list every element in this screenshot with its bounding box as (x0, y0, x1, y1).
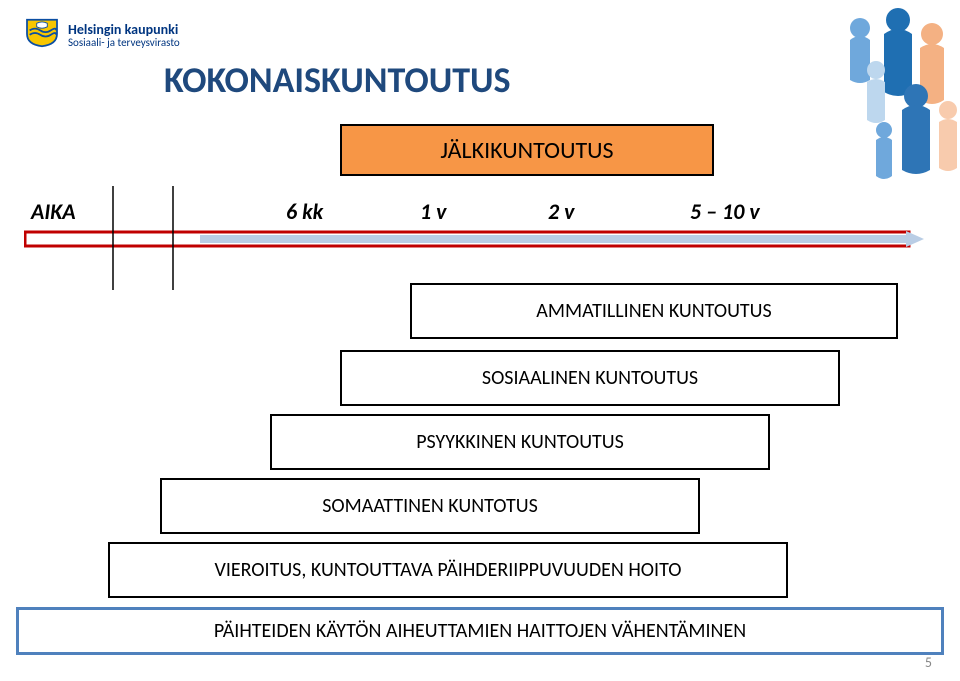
box-vieroitus: VIEROITUS, KUNTOUTTAVA PÄIHDERIIPPUVUUDE… (108, 542, 788, 598)
box-somaattinen-label: SOMAATTINEN KUNTOTUS (322, 494, 538, 518)
box-vieroitus-label: VIEROITUS, KUNTOUTTAVA PÄIHDERIIPPUVUUDE… (214, 558, 681, 582)
box-psyykkinen: PSYYKKINEN KUNTOUTUS (270, 414, 770, 470)
box-psyykkinen-label: PSYYKKINEN KUNTOUTUS (416, 430, 624, 454)
box-sosiaalinen: SOSIAALINEN KUNTOUTUS (340, 350, 840, 406)
box-haittojen: PÄIHTEIDEN KÄYTÖN AIHEUTTAMIEN HAITTOJEN… (16, 607, 944, 655)
box-ammatillinen-label: AMMATILLINEN KUNTOUTUS (536, 299, 771, 323)
box-haittojen-label: PÄIHTEIDEN KÄYTÖN AIHEUTTAMIEN HAITTOJEN… (214, 619, 746, 643)
box-sosiaalinen-label: SOSIAALINEN KUNTOUTUS (482, 366, 698, 390)
box-ammatillinen: AMMATILLINEN KUNTOUTUS (410, 283, 898, 339)
page-number: 5 (925, 654, 932, 671)
box-somaattinen: SOMAATTINEN KUNTOTUS (160, 478, 700, 534)
